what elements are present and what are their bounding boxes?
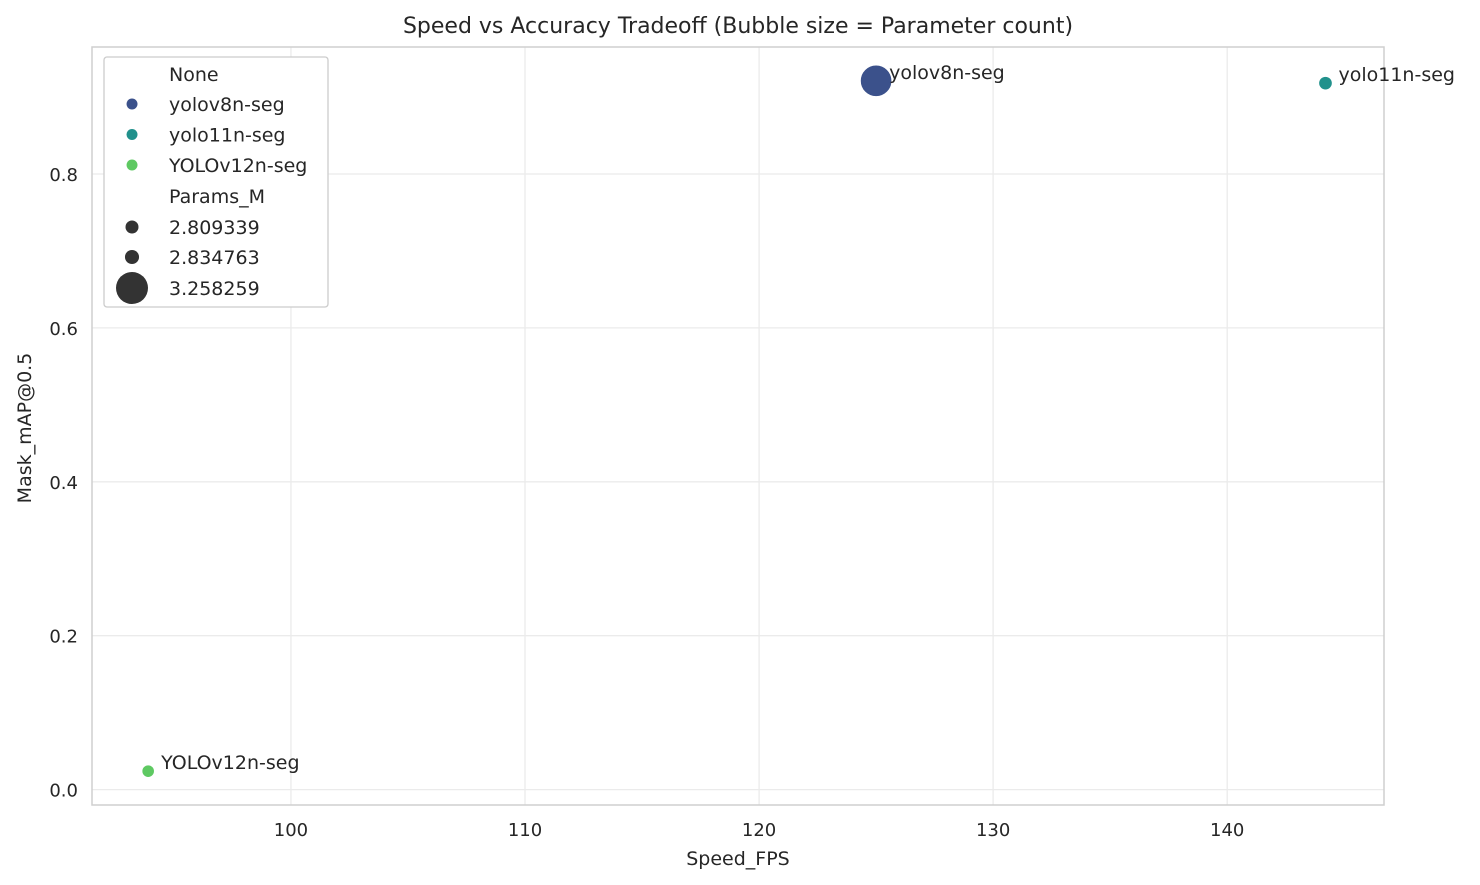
data-point [1317,75,1334,91]
y-axis-label: Mask_mAP@0.5 [14,353,36,504]
legend-hue-title: None [169,64,219,86]
legend-marker [126,129,138,140]
legend-entry-label: yolov8n-seg [169,94,285,116]
point-label: yolo11n-seg [1338,64,1455,86]
x-tick-label: 100 [274,820,308,841]
legend-size-marker [124,249,140,265]
legend: None yolov8n-seg yolo11n-seg YOLOv12n-seg Pa… [103,56,329,308]
legend-size-label: 2.809339 [169,217,260,239]
y-tick-label: 0.8 [49,165,78,186]
legend-entry-label: yolo11n-seg [169,125,286,147]
legend-marker [126,98,138,110]
legend-size-marker [116,272,148,304]
x-tick-label: 130 [976,820,1010,841]
legend-marker [126,159,138,171]
y-tick-label: 0.4 [49,473,78,494]
point-label: yolov8n-seg [889,62,1005,84]
legend-size-label: 3.258259 [169,278,260,300]
data-point [859,64,893,98]
plot-area-frame [91,46,1385,806]
point-label: YOLOv12n-seg [160,752,299,774]
x-tick-label: 140 [1210,820,1244,841]
y-axis-ticks: 0.0 0.2 0.4 0.6 0.8 [49,165,78,802]
legend-size-label: 2.834763 [169,247,260,269]
x-axis-label: Speed_FPS [686,848,790,870]
data-points: yolov8n-seg yolo11n-seg YOLOv12n-seg [140,62,1455,779]
x-tick-label: 120 [742,820,776,841]
x-tick-label: 110 [508,820,542,841]
legend-size-title: Params_M [169,186,265,208]
x-axis-ticks: 100 110 120 130 140 [274,820,1245,841]
grid [92,47,1384,805]
data-point [140,763,156,779]
legend-size-marker [125,220,139,234]
y-tick-label: 0.0 [49,781,78,802]
y-tick-label: 0.2 [49,627,78,648]
legend-entry-label: YOLOv12n-seg [168,155,307,177]
legend-box [103,56,329,308]
chart-title: Speed vs Accuracy Tradeoff (Bubble size … [403,14,1073,39]
y-tick-label: 0.6 [49,319,78,340]
